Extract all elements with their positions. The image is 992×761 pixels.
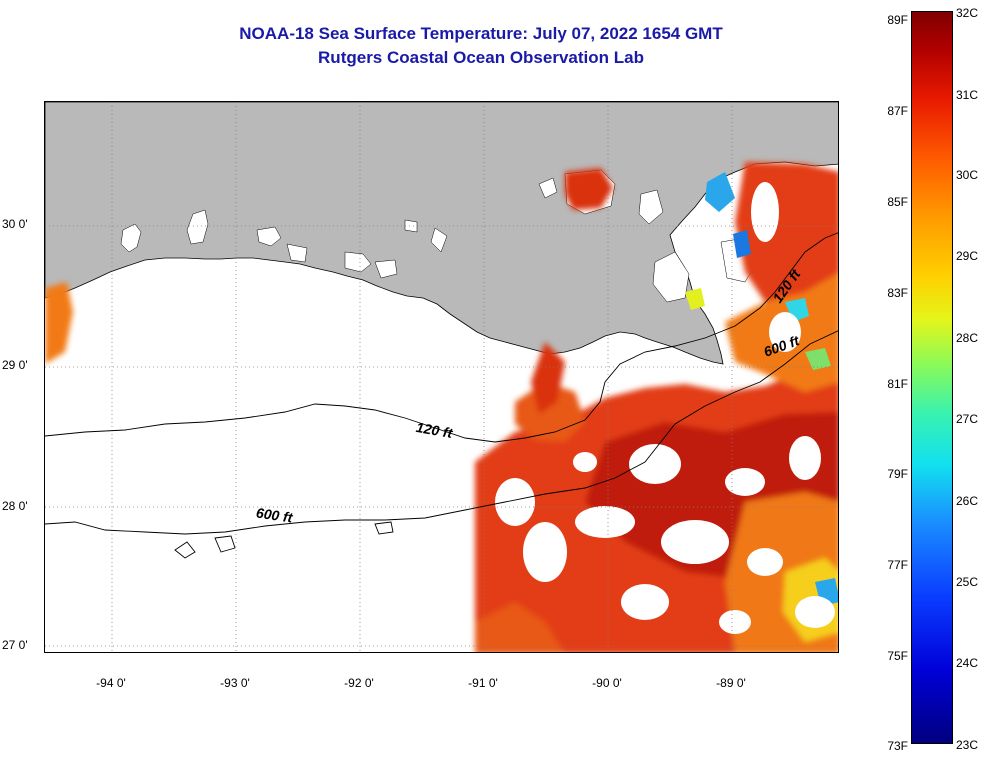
sst-map-canvas: [45, 102, 838, 652]
colorbar-f-89: 89F: [887, 13, 908, 27]
graticule: [45, 102, 838, 652]
lat-label-27: 27 0': [2, 638, 28, 652]
colorbar-f-77: 77F: [887, 558, 908, 572]
bathymetry-contours: [45, 232, 838, 559]
colorbar-c-27: 27C: [956, 412, 979, 426]
colorbar-f-83: 83F: [887, 286, 908, 300]
colorbar-f-85: 85F: [887, 195, 908, 209]
colorbar-c-23: 23C: [956, 738, 979, 752]
colorbar-c-24: 24C: [956, 656, 979, 670]
lon-label-90: -90 0': [592, 676, 622, 690]
lon-label-93: -93 0': [220, 676, 250, 690]
colorbar-f-79: 79F: [887, 467, 908, 481]
lon-label-89: -89 0': [716, 676, 746, 690]
colorbar-f-87: 87F: [887, 104, 908, 118]
lon-label-94: -94 0': [96, 676, 126, 690]
colorbar-c-30: 30C: [956, 168, 979, 182]
colorbar-c-25: 25C: [956, 575, 979, 589]
sst-cool-patches: [685, 172, 838, 606]
lat-label-30: 30 0': [2, 217, 28, 231]
colorbar-f-81: 81F: [887, 377, 908, 391]
colorbar-c-29: 29C: [956, 249, 979, 263]
sst-map: [44, 101, 839, 653]
temperature-colorbar: [911, 11, 953, 744]
cloud-gaps: [495, 182, 835, 634]
colorbar-f-75: 75F: [887, 649, 908, 663]
lon-label-91: -91 0': [468, 676, 498, 690]
colorbar-c-31: 31C: [956, 88, 979, 102]
lat-label-28: 28 0': [2, 499, 28, 513]
lon-label-92: -92 0': [344, 676, 374, 690]
colorbar-c-32: 32C: [956, 6, 979, 20]
map-title: NOAA-18 Sea Surface Temperature: July 07…: [239, 24, 723, 43]
colorbar-c-26: 26C: [956, 494, 979, 508]
colorbar-c-28: 28C: [956, 331, 979, 345]
lat-label-29: 29 0': [2, 358, 28, 372]
map-subtitle: Rutgers Coastal Ocean Observation Lab: [318, 48, 644, 67]
colorbar-f-73: 73F: [887, 739, 908, 753]
